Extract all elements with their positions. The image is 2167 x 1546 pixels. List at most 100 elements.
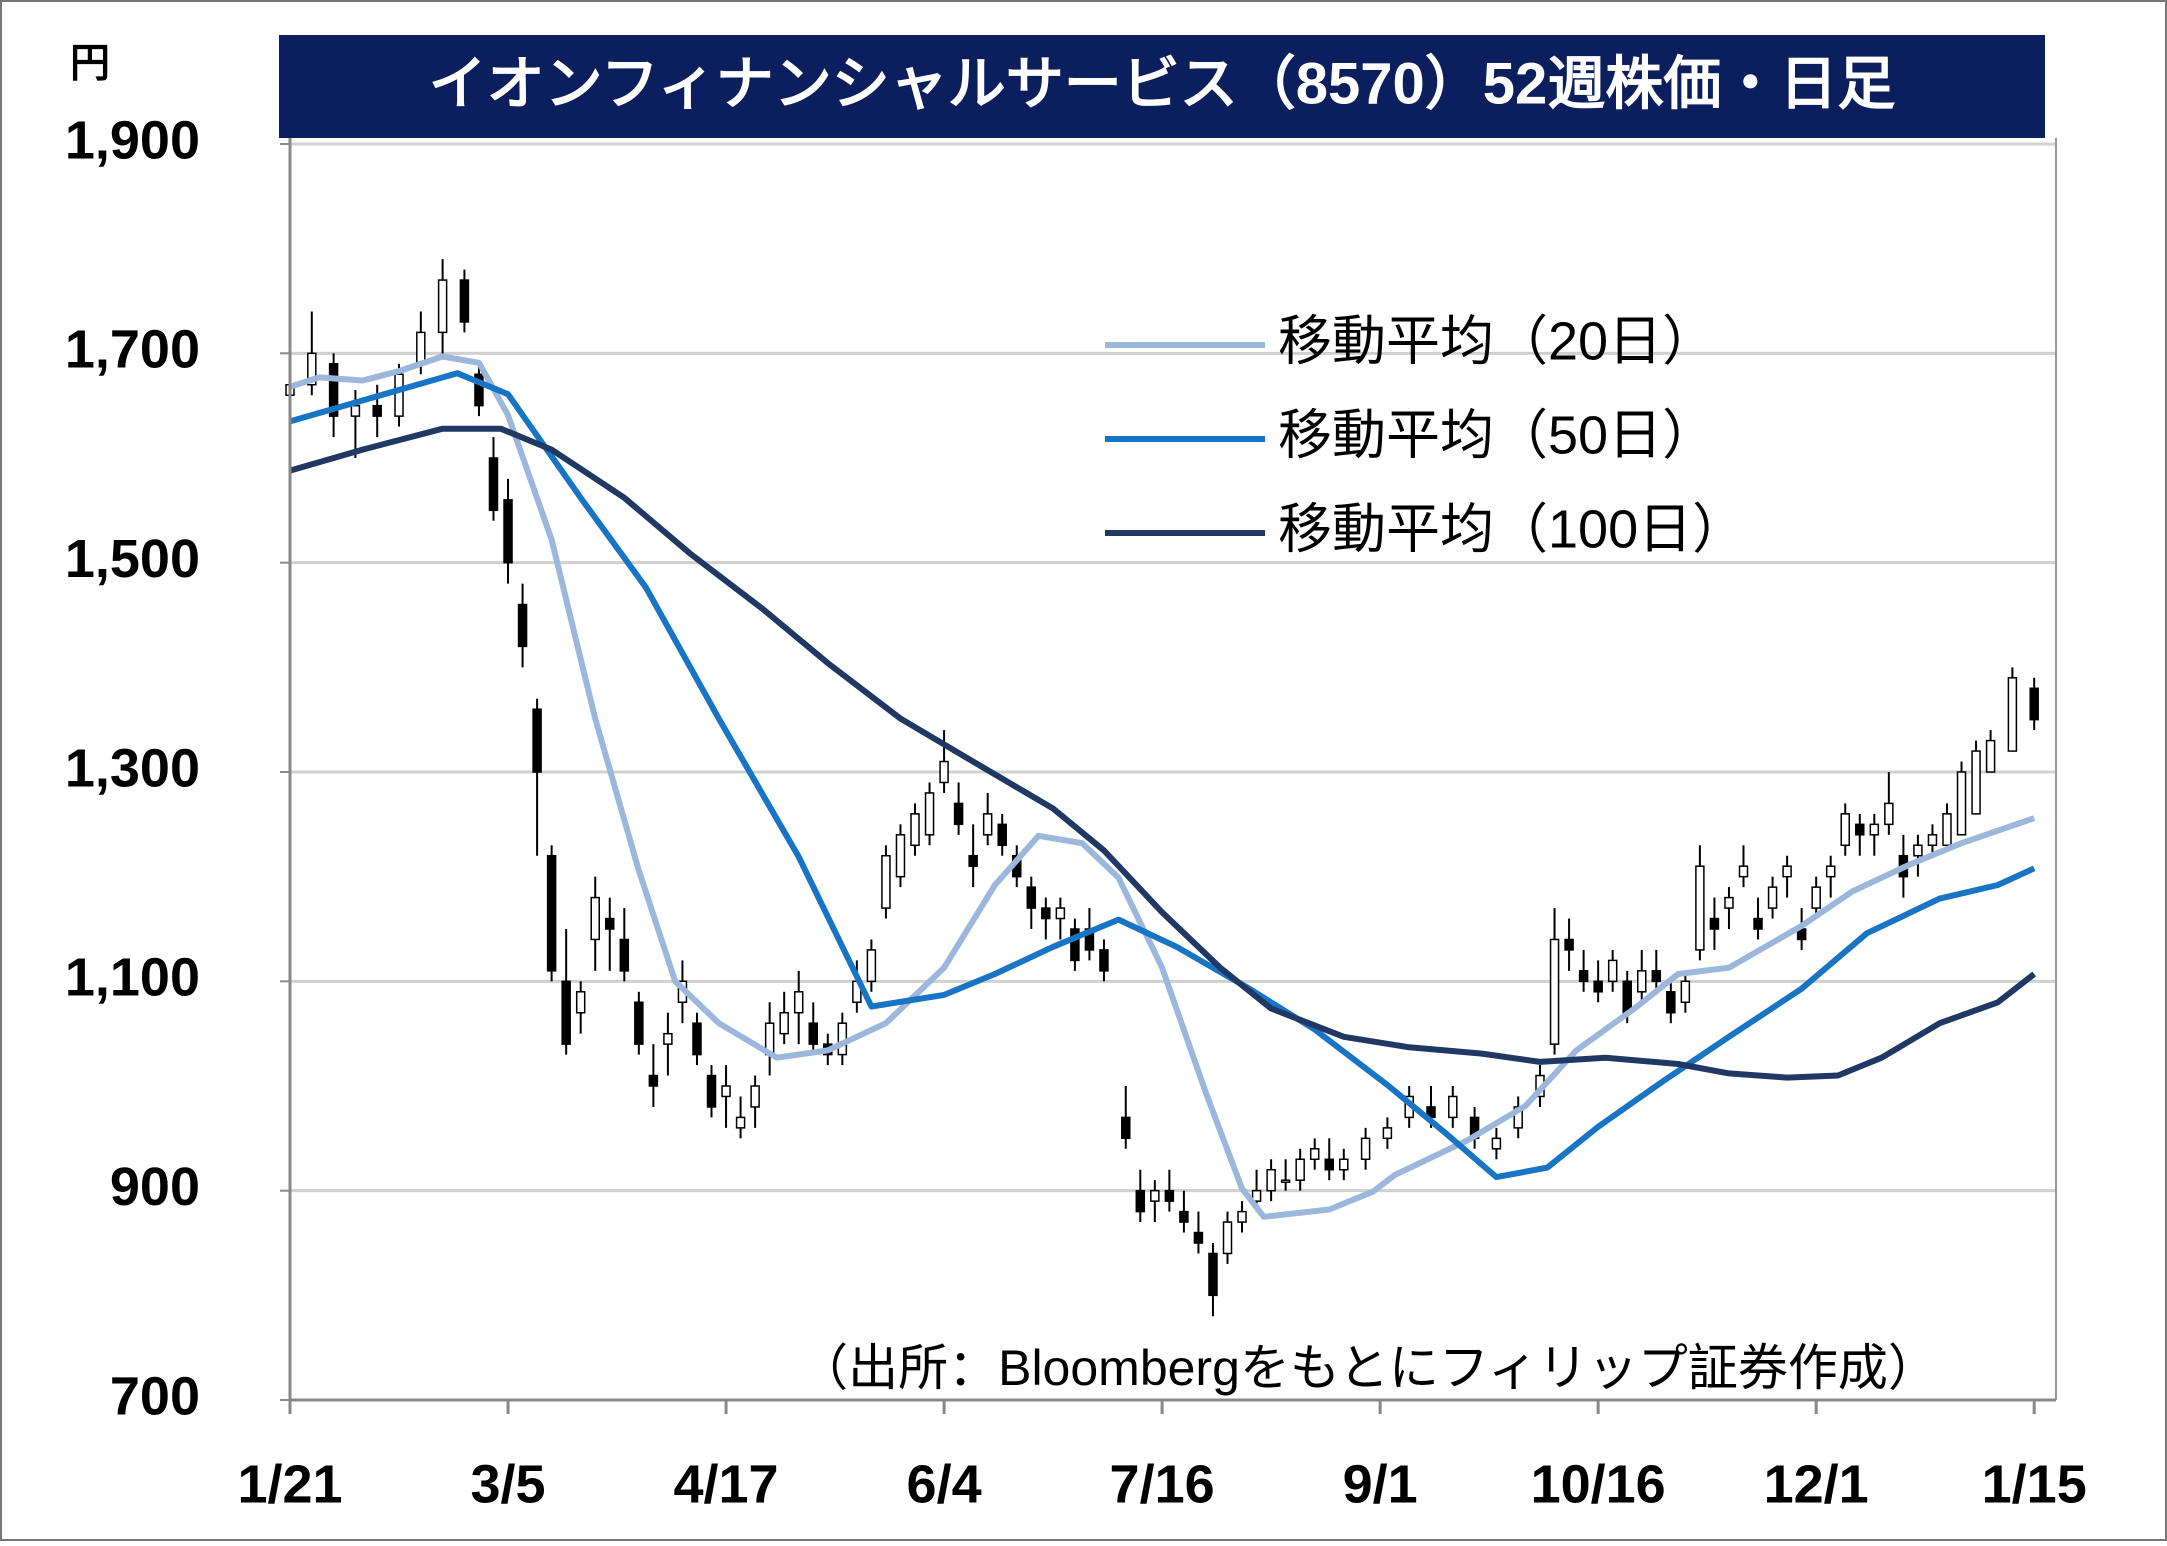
y-tick-label: 1,700 — [65, 320, 200, 380]
candle-body — [663, 1032, 673, 1045]
candle-body — [1971, 750, 1981, 815]
legend-label: 移動平均（100日） — [1278, 499, 1746, 559]
candle-body — [1927, 834, 1938, 847]
chart-title: イオンフィナンシャルサービス（8570）52週株価・日足 — [429, 51, 1896, 116]
candle-body — [488, 457, 499, 512]
y-tick-label: 1,100 — [65, 948, 200, 1008]
candle-body — [1055, 907, 1066, 920]
candle-body — [1782, 865, 1792, 878]
axes: 700 900 1,100 1,300 1,500 1,700 1,900 1/21 3/5 4/… — [65, 110, 2087, 1514]
grid — [290, 142, 2056, 1193]
candle-body — [1295, 1158, 1305, 1181]
candle-body — [895, 834, 906, 878]
candle-body — [1884, 802, 1894, 826]
legend-label: 移動平均（50日） — [1278, 405, 1716, 465]
candle-body — [1266, 1168, 1276, 1192]
candle-body — [1237, 1210, 1247, 1223]
candle-body — [416, 331, 426, 365]
x-tick-label: 1/15 — [1982, 1454, 2087, 1514]
candle-body — [605, 917, 615, 930]
y-tick-label: 1,900 — [65, 110, 200, 170]
candle-body — [1607, 959, 1618, 983]
candle-body — [1738, 865, 1749, 878]
candle-body — [837, 1022, 848, 1056]
candle-body — [924, 792, 935, 836]
x-tick-label: 3/5 — [470, 1454, 545, 1514]
x-tick-label: 12/1 — [1764, 1454, 1869, 1514]
candle-body — [2007, 677, 2018, 752]
candle-body — [648, 1074, 659, 1087]
candle-body — [881, 854, 891, 909]
candle-body — [1985, 739, 1996, 773]
candle-body — [459, 279, 470, 323]
candle-body — [474, 373, 484, 407]
candle-body — [517, 603, 528, 648]
candle-body — [634, 1001, 644, 1045]
title-box — [279, 35, 2045, 138]
candle-body — [1222, 1221, 1233, 1255]
y-tick-label: 700 — [110, 1366, 200, 1426]
candle-body — [1360, 1137, 1371, 1161]
candle-body — [307, 352, 317, 386]
candle-body — [1208, 1252, 1218, 1297]
candle-body — [1041, 907, 1051, 920]
candle-body — [1869, 823, 1880, 836]
candle-body — [1448, 1095, 1458, 1119]
candle-body — [953, 802, 964, 826]
candle-body — [721, 1085, 731, 1098]
candle-body — [503, 499, 513, 564]
y-tick-label: 1,500 — [65, 529, 200, 589]
candle-body — [866, 949, 877, 983]
candle-body — [1026, 886, 1037, 909]
candle-body — [1070, 928, 1080, 962]
candle-body — [437, 279, 448, 334]
candle-body — [546, 854, 557, 972]
candles — [285, 259, 2039, 1317]
candle-body — [1549, 938, 1560, 1045]
candle-body — [1324, 1158, 1335, 1171]
candle-body — [1578, 970, 1589, 983]
candle-body — [1651, 970, 1662, 983]
candle-body — [1753, 917, 1763, 930]
candle-body — [1193, 1231, 1204, 1244]
candle-body — [1956, 771, 1967, 836]
candle-body — [1724, 896, 1734, 909]
candle-body — [1593, 980, 1603, 993]
candle-body — [561, 980, 571, 1045]
candle-body — [1121, 1116, 1131, 1140]
x-tick-label: 1/21 — [237, 1454, 342, 1514]
candle-body — [706, 1074, 717, 1108]
candle-body — [1622, 980, 1632, 1014]
candle-body — [1099, 949, 1109, 972]
candle-body — [939, 760, 949, 784]
candle-body — [1913, 844, 1923, 857]
candle-body — [1179, 1210, 1189, 1223]
x-tick-label: 4/17 — [673, 1454, 778, 1514]
candle-body — [982, 813, 993, 836]
candle-body — [779, 1011, 789, 1035]
candle-body — [372, 404, 382, 417]
legend-label: 移動平均（20日） — [1278, 311, 1716, 371]
candle-body — [1309, 1148, 1320, 1161]
unit-label: 円 — [70, 42, 110, 86]
candle-body — [1709, 917, 1720, 930]
x-tick-label: 7/16 — [1110, 1454, 1215, 1514]
candle-body — [575, 991, 586, 1014]
candle-body — [328, 363, 339, 417]
candle-body — [1251, 1189, 1262, 1202]
moving-average-line — [289, 425, 2037, 1081]
candle-body — [1382, 1127, 1393, 1140]
x-tick-label: 6/4 — [907, 1454, 982, 1514]
candle-body — [1811, 886, 1821, 909]
candle-body — [532, 708, 542, 773]
y-tick-label: 1,300 — [65, 738, 200, 798]
candle-body — [1339, 1158, 1349, 1171]
candle-body — [793, 991, 804, 1014]
candle-body — [1680, 980, 1691, 1004]
candle-body — [1840, 813, 1850, 847]
y-tick-label: 900 — [110, 1157, 200, 1217]
x-tick-label: 9/1 — [1343, 1454, 1418, 1514]
candle-body — [350, 404, 361, 417]
candle-body — [1695, 865, 1705, 951]
candle-body — [997, 823, 1007, 847]
